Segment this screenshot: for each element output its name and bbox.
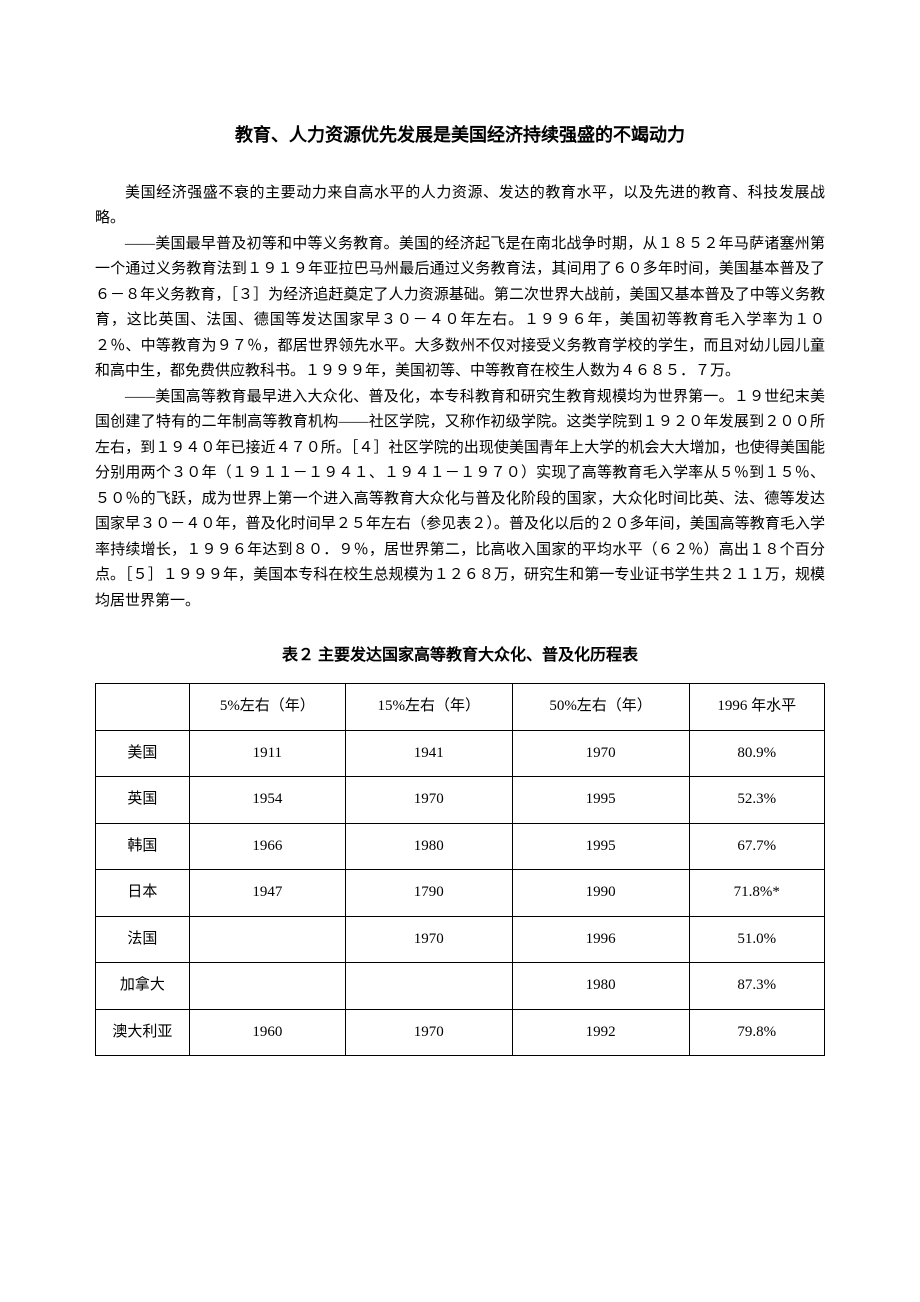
header-5pct: 5%左右（年） [189, 684, 345, 731]
cell-1996: 80.9% [689, 730, 824, 777]
cell-5pct: 1954 [189, 777, 345, 824]
cell-15pct [345, 963, 512, 1010]
cell-5pct [189, 916, 345, 963]
cell-50pct: 1995 [512, 777, 689, 824]
education-history-table: 5%左右（年） 15%左右（年） 50%左右（年） 1996 年水平 美国 19… [95, 683, 825, 1056]
cell-1996: 51.0% [689, 916, 824, 963]
table-row: 法国 1970 1996 51.0% [96, 916, 825, 963]
table-row: 日本 1947 1790 1990 71.8%* [96, 870, 825, 917]
header-1996: 1996 年水平 [689, 684, 824, 731]
header-15pct: 15%左右（年） [345, 684, 512, 731]
header-50pct: 50%左右（年） [512, 684, 689, 731]
cell-5pct: 1966 [189, 823, 345, 870]
cell-15pct: 1970 [345, 916, 512, 963]
cell-15pct: 1941 [345, 730, 512, 777]
cell-country: 美国 [96, 730, 190, 777]
cell-50pct: 1970 [512, 730, 689, 777]
cell-50pct: 1992 [512, 1009, 689, 1056]
cell-1996: 67.7% [689, 823, 824, 870]
table-row: 加拿大 1980 87.3% [96, 963, 825, 1010]
cell-country: 澳大利亚 [96, 1009, 190, 1056]
cell-1996: 87.3% [689, 963, 824, 1010]
cell-15pct: 1970 [345, 1009, 512, 1056]
paragraph-primary-education: ——美国最早普及初等和中等义务教育。美国的经济起飞是在南北战争时期，从１８５２年… [95, 232, 825, 385]
cell-5pct [189, 963, 345, 1010]
document-title: 教育、人力资源优先发展是美国经济持续强盛的不竭动力 [95, 120, 825, 151]
cell-15pct: 1980 [345, 823, 512, 870]
cell-50pct: 1996 [512, 916, 689, 963]
cell-country: 加拿大 [96, 963, 190, 1010]
paragraph-higher-education: ——美国高等教育最早进入大众化、普及化，本专科教育和研究生教育规模均为世界第一。… [95, 385, 825, 615]
cell-15pct: 1970 [345, 777, 512, 824]
cell-country: 英国 [96, 777, 190, 824]
cell-5pct: 1947 [189, 870, 345, 917]
table-row: 韩国 1966 1980 1995 67.7% [96, 823, 825, 870]
table-row: 澳大利亚 1960 1970 1992 79.8% [96, 1009, 825, 1056]
table-header-row: 5%左右（年） 15%左右（年） 50%左右（年） 1996 年水平 [96, 684, 825, 731]
cell-5pct: 1960 [189, 1009, 345, 1056]
cell-1996: 52.3% [689, 777, 824, 824]
cell-50pct: 1980 [512, 963, 689, 1010]
cell-5pct: 1911 [189, 730, 345, 777]
table-row: 美国 1911 1941 1970 80.9% [96, 730, 825, 777]
table-caption: 表２ 主要发达国家高等教育大众化、普及化历程表 [95, 642, 825, 669]
cell-1996: 71.8%* [689, 870, 824, 917]
cell-country: 韩国 [96, 823, 190, 870]
cell-50pct: 1995 [512, 823, 689, 870]
cell-1996: 79.8% [689, 1009, 824, 1056]
cell-50pct: 1990 [512, 870, 689, 917]
cell-country: 法国 [96, 916, 190, 963]
header-country [96, 684, 190, 731]
cell-country: 日本 [96, 870, 190, 917]
paragraph-intro: 美国经济强盛不衰的主要动力来自高水平的人力资源、发达的教育水平，以及先进的教育、… [95, 181, 825, 232]
cell-15pct: 1790 [345, 870, 512, 917]
table-row: 英国 1954 1970 1995 52.3% [96, 777, 825, 824]
